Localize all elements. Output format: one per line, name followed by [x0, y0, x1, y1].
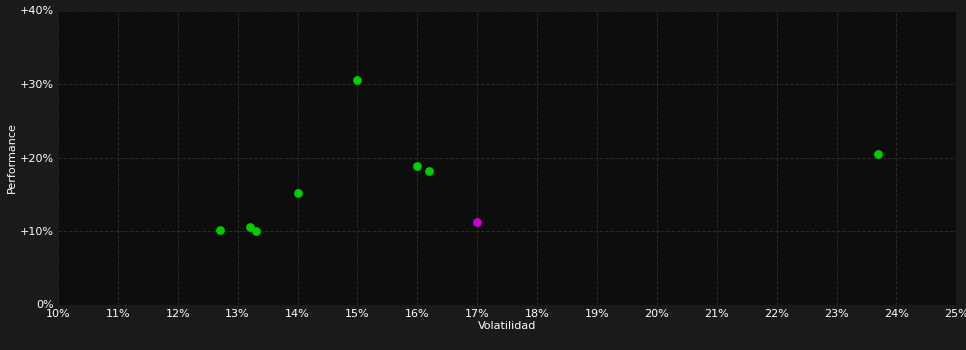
Point [212, 227, 227, 232]
Point [242, 225, 257, 230]
Point [350, 78, 365, 83]
Point [410, 163, 425, 169]
Point [290, 190, 305, 196]
Point [469, 219, 485, 225]
Point [421, 168, 437, 174]
Point [248, 228, 264, 234]
Y-axis label: Performance: Performance [7, 122, 16, 193]
Point [870, 151, 886, 157]
X-axis label: Volatilidad: Volatilidad [478, 321, 536, 331]
